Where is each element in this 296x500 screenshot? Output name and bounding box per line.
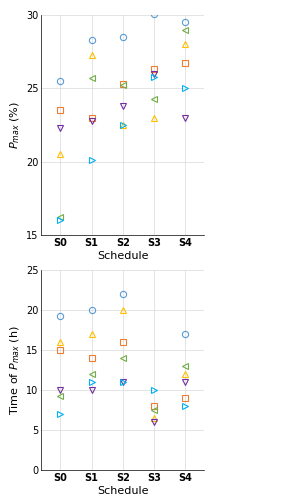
Y-axis label: $P_{max}$ (%): $P_{max}$ (%) xyxy=(8,101,22,149)
X-axis label: Schedule: Schedule xyxy=(97,486,149,496)
Y-axis label: Time of $P_{max}$ (h): Time of $P_{max}$ (h) xyxy=(8,325,22,415)
X-axis label: Schedule: Schedule xyxy=(97,250,149,260)
